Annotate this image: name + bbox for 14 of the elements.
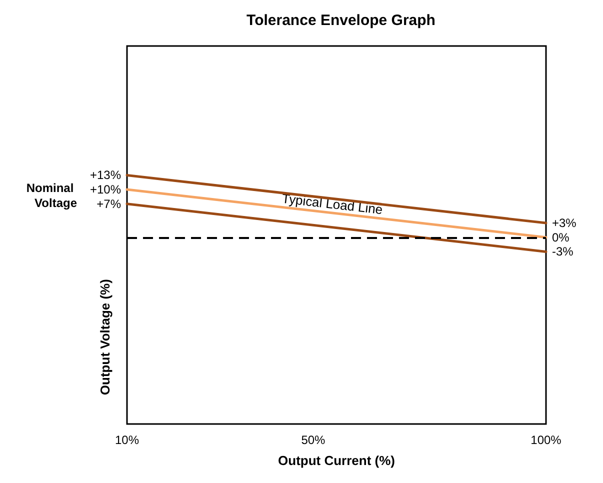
x-tick-label: 50% [301, 433, 326, 447]
data-label: 0% [552, 230, 570, 244]
y-axis-title: Output Voltage (%) [98, 279, 112, 396]
data-label: +7% [96, 196, 122, 211]
annotation: Typical Load Line [281, 190, 384, 218]
x-axis-title: Output Current (%) [278, 453, 395, 468]
data-label: +13% [90, 168, 122, 182]
data-label: -3% [552, 244, 574, 259]
x-tick-label: 10% [114, 433, 140, 447]
text: Nominal Voltage [26, 181, 78, 210]
data-label: +10% [90, 182, 122, 197]
data-label: +3% [552, 216, 577, 230]
chart-title: Tolerance Envelope Graph [246, 12, 436, 29]
x-tick-label: 100% [530, 433, 562, 447]
